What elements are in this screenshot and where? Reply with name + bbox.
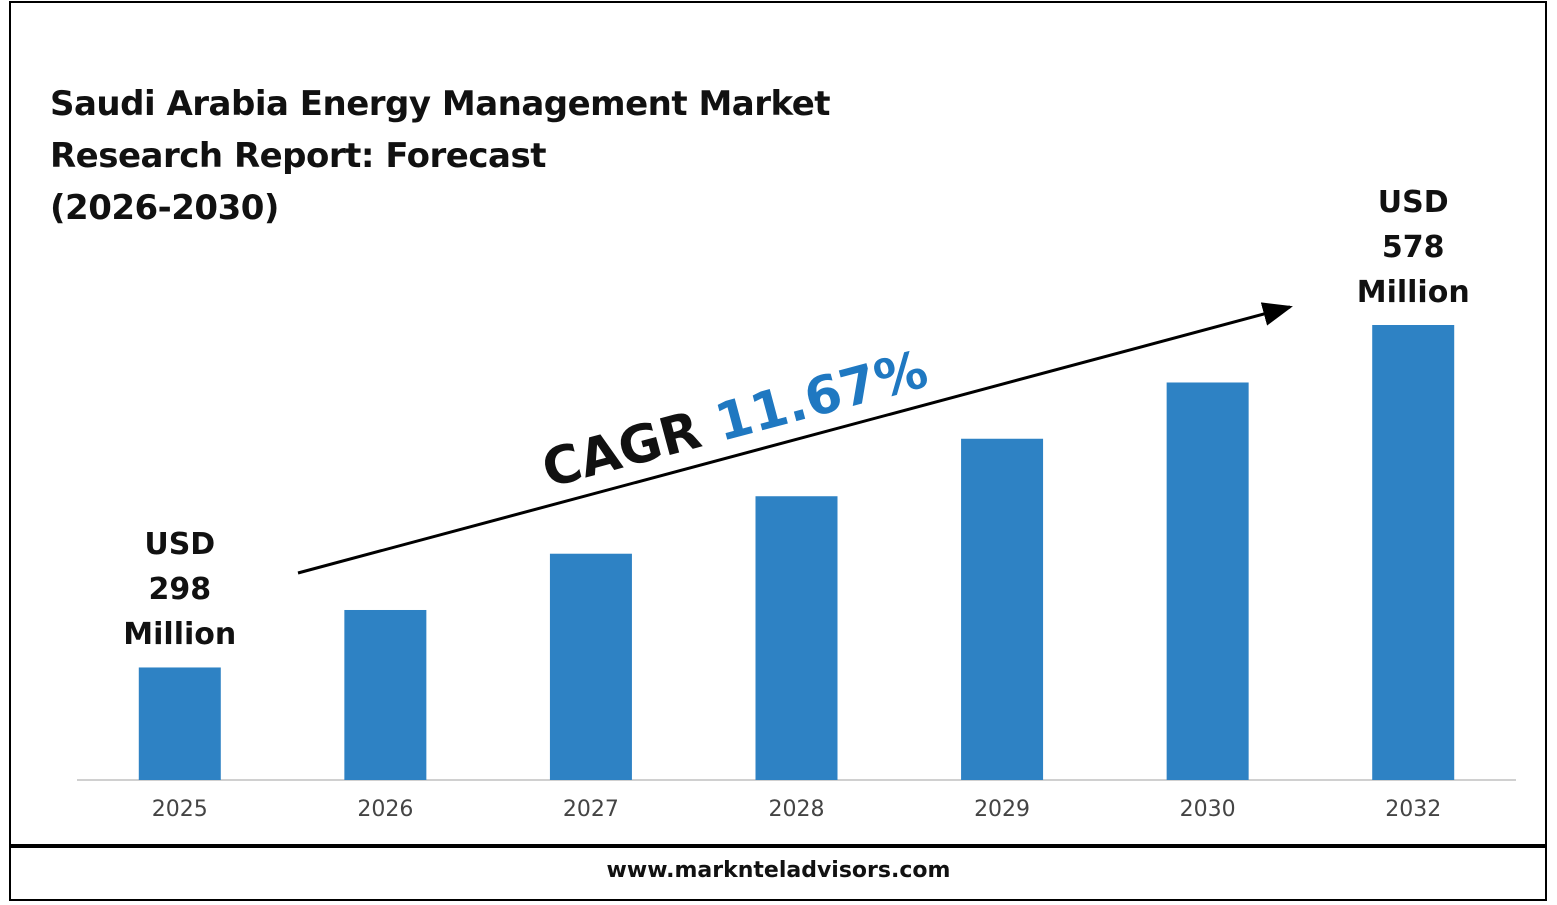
bar (1372, 325, 1455, 780)
chart-title: Saudi Arabia Energy Management Market Re… (50, 84, 831, 228)
x-tick-label: 2028 (769, 797, 825, 822)
x-tick-label: 2025 (152, 797, 208, 822)
x-tick-label: 2026 (357, 797, 413, 822)
value-label: USD 298 Million (123, 527, 237, 653)
bar (549, 553, 632, 780)
value-label: USD 578 Million (1356, 185, 1470, 310)
bar (755, 496, 838, 780)
x-tick-label: 2030 (1180, 797, 1236, 822)
footer: www.marknteladvisors.com (606, 858, 951, 883)
x-tick-label: 2029 (974, 797, 1030, 822)
bar (1166, 382, 1249, 780)
x-tick-label: 2027 (563, 797, 619, 822)
trend-arrow (297, 302, 1293, 575)
x-tick-label: 2032 (1385, 797, 1441, 822)
bar (344, 609, 427, 780)
bar (961, 438, 1044, 780)
frame (9, 1, 1547, 901)
bar (138, 667, 221, 780)
